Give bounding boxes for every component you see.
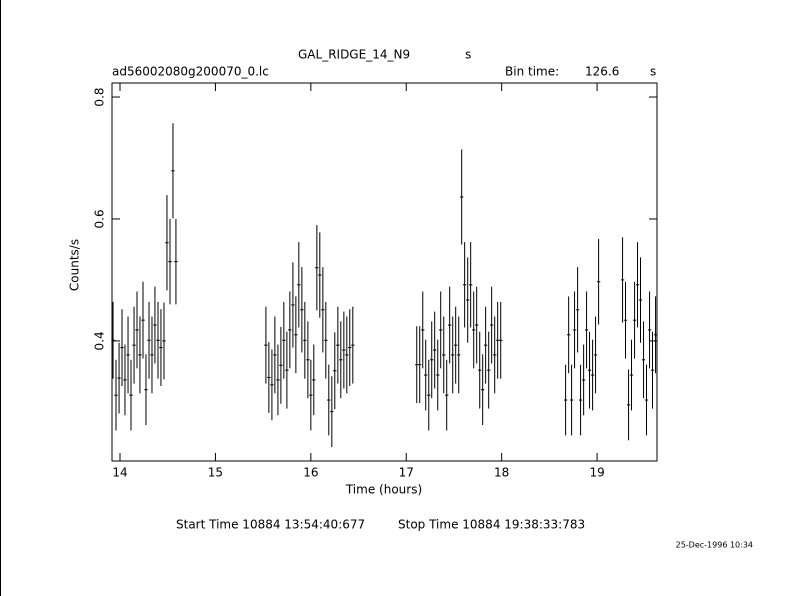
title-unit: s [465,48,471,62]
y-axis-label: Counts/s [68,239,82,291]
x-axis-label: Time (hours) [345,483,422,497]
x-tick-label: 16 [303,466,318,480]
chart-title: GAL_RIDGE_14_N9 [298,48,410,62]
y-tick-label: 0.8 [93,87,107,106]
stop-time: Stop Time 10884 19:38:33:783 [398,518,585,532]
date-stamp: 25-Dec-1996 10:34 [676,541,753,550]
y-tick-label: 0.6 [93,209,107,228]
y-tick-label: 0.4 [93,331,107,350]
x-tick-label: 19 [589,466,604,480]
file-name: ad56002080g200070_0.lc [112,65,269,79]
x-tick-label: 17 [399,466,414,480]
start-time: Start Time 10884 13:54:40:677 [176,518,365,532]
bin-time: 126.6 [585,65,619,79]
x-tick-label: 18 [494,466,509,480]
x-tick-label: 14 [112,466,127,480]
plot-frame [111,82,658,462]
bin-time-label: Bin time: [505,65,559,79]
x-tick-label: 15 [208,466,223,480]
bin-time-unit: s [650,65,656,79]
